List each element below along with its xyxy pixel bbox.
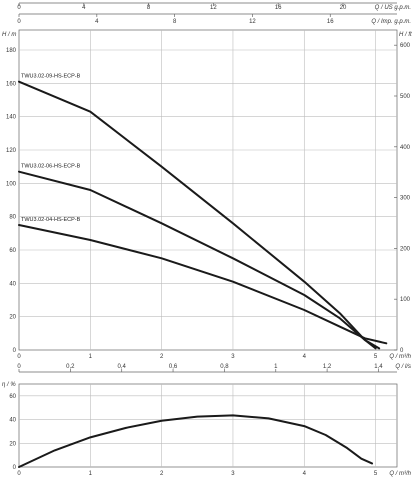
- eff-y-label: η / %: [2, 382, 16, 388]
- eff-x-tick: 0: [17, 471, 21, 477]
- ls-tick: 0: [17, 364, 21, 370]
- head-x-tick: 3: [231, 354, 235, 360]
- ls-tick: 1,2: [323, 364, 332, 370]
- eff-x-tick: 1: [89, 471, 93, 477]
- head-plot-frame: [18, 29, 398, 351]
- head-x-tick: 0: [17, 354, 21, 360]
- head-x-tick: 5: [374, 354, 378, 360]
- eff-x-tick: 2: [160, 471, 164, 477]
- head-curve-label-3: TWU3.02-04-HS-ECP-B: [21, 217, 81, 223]
- head-y-tick: 80: [9, 215, 16, 221]
- head-x-label: Q / m³/h: [389, 354, 411, 360]
- imp-gpm-tick: 12: [249, 19, 256, 25]
- eff-y-tick: 0: [13, 465, 17, 471]
- imp-gpm-tick: 0: [17, 19, 21, 25]
- us-gpm-label: Q / US g.p.m.: [375, 5, 411, 11]
- head-y-tick: 40: [9, 281, 16, 287]
- head-ft-tick: 100: [400, 297, 411, 303]
- eff-x-tick: 5: [374, 471, 378, 477]
- imp-gpm-label: Q / Imp. g.p.m.: [371, 19, 411, 25]
- head-x-tick: 2: [160, 354, 164, 360]
- head-ft-tick: 0: [400, 348, 404, 354]
- imp-gpm-tick: 8: [173, 19, 177, 25]
- eff-x-tick: 4: [303, 471, 307, 477]
- ls-tick: 0,4: [118, 364, 127, 370]
- head-x-tick: 4: [303, 354, 307, 360]
- eff-y-tick: 20: [9, 441, 16, 447]
- head-curve-3: [18, 224, 388, 345]
- eff-plot-frame: [18, 383, 398, 468]
- head-y-tick: 60: [9, 248, 16, 254]
- imp-gpm-tick: 4: [95, 19, 99, 25]
- us-gpm-tick: 4: [82, 5, 86, 11]
- eff-x-tick: 3: [231, 471, 235, 477]
- eff-y-tick: 60: [9, 394, 16, 400]
- imp-gpm-tick: 16: [327, 19, 334, 25]
- head-curve-label-2: TWU3.02-06-HS-ECP-B: [21, 164, 81, 170]
- head-y-tick: 180: [6, 48, 17, 54]
- ls-tick: 0,2: [66, 364, 75, 370]
- ls-tick: 0,6: [169, 364, 178, 370]
- ls-tick: 0,8: [220, 364, 229, 370]
- head-ft-tick: 300: [400, 196, 411, 202]
- ls-tick: 1: [274, 364, 278, 370]
- ls-label: Q / l/s: [395, 364, 411, 370]
- head-ft-tick: 200: [400, 246, 411, 252]
- head-y-right-label: H / ft: [399, 32, 412, 38]
- head-y-tick: 160: [6, 81, 17, 87]
- head-y-tick: 120: [6, 148, 17, 154]
- eff-y-tick: 40: [9, 418, 16, 424]
- head-ft-tick: 500: [400, 94, 411, 100]
- head-curve-2: [18, 170, 377, 350]
- head-plot: 0 1 2 3 4 50204060801001201401601800100200300…: [2, 2, 412, 360]
- eff-curve-1: [18, 414, 374, 468]
- head-ft-tick: 400: [400, 145, 411, 151]
- head-y-tick: 100: [6, 181, 17, 187]
- us-gpm-tick: 20: [340, 5, 347, 11]
- head-curve-label-1: TWU3.02-09-HS-ECP-B: [21, 74, 81, 80]
- head-ft-tick: 600: [400, 43, 411, 49]
- head-y-tick: 20: [9, 315, 16, 321]
- us-gpm-tick: 0: [17, 5, 21, 11]
- head-y-tick: 140: [6, 115, 17, 121]
- us-gpm-tick: 12: [210, 5, 217, 11]
- us-gpm-tick: 16: [275, 5, 282, 11]
- efficiency-plot: 0 1 2 3 4 5 0 20 40 60 η / % Q / m³/h 0 0,2 0,4 0,6 0,8 1…: [2, 364, 412, 477]
- ls-tick: 1,4: [374, 364, 383, 370]
- us-gpm-tick: 8: [147, 5, 151, 11]
- head-y-tick: 0: [13, 348, 17, 354]
- head-x-tick: 1: [89, 354, 93, 360]
- head-y-label: H / m: [2, 32, 16, 38]
- eff-x-label: Q / m³/h: [389, 471, 411, 477]
